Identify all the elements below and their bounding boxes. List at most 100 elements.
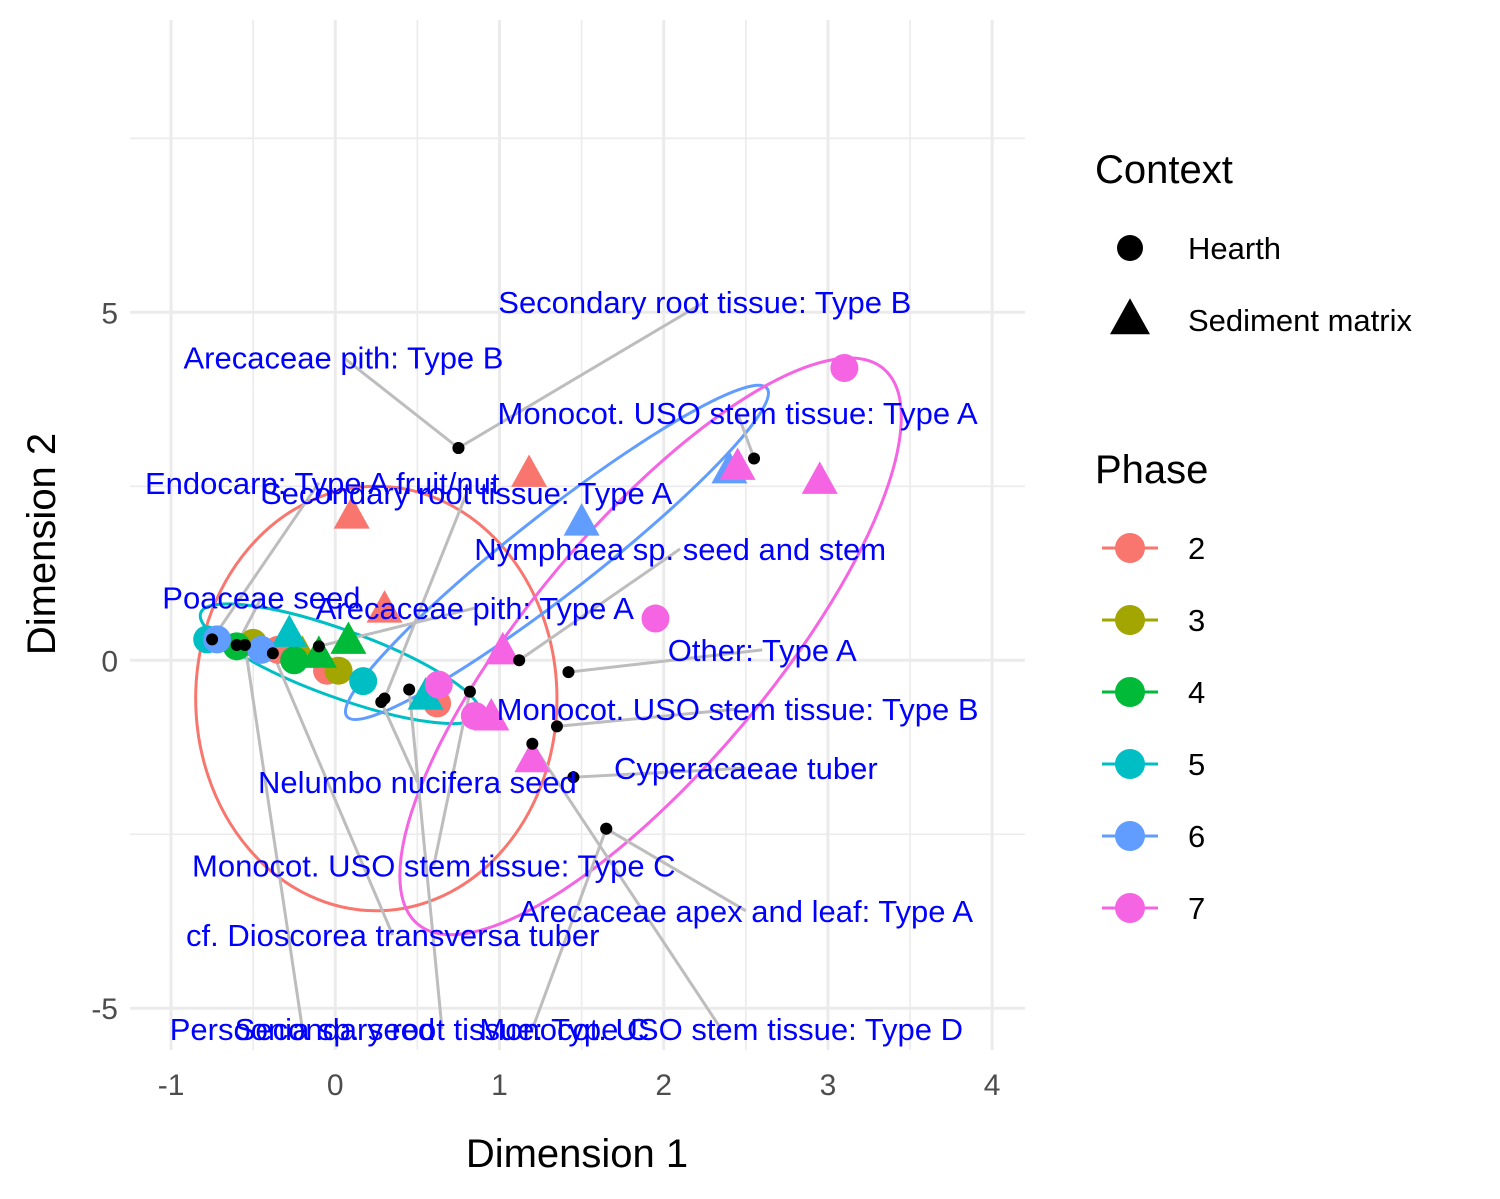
point-label: Secondary root tissue: Type B	[498, 285, 911, 320]
legend-key-circle	[1117, 235, 1143, 261]
point-label: Monocot. USO stem tissue: Type C	[192, 849, 676, 884]
point-phase-4-circle	[280, 646, 309, 675]
point-label: Monocot. USO stem tissue: Type D	[479, 1012, 963, 1047]
label-leader-lines	[210, 300, 763, 1030]
point-label: Secondary root tissue: Type A	[261, 476, 673, 511]
legend-key-circle	[1115, 821, 1145, 851]
x-tick-label: 2	[655, 1069, 672, 1102]
legend-key-triangle	[1110, 298, 1150, 335]
legend-label: 5	[1188, 747, 1205, 782]
point-phase-2-triangle	[333, 496, 370, 529]
ellipse-phase-2	[194, 484, 559, 913]
legend-key-circle	[1115, 677, 1145, 707]
leader-line	[556, 707, 738, 728]
legend-label: 2	[1188, 531, 1205, 566]
point-label: Secondary root tissue: Type C	[235, 1012, 650, 1047]
point-label: cf. Dioscorea transversa tuber	[186, 918, 600, 953]
labeled-point-marker	[567, 771, 580, 784]
point-label: Arecaceae apex and leaf: Type A	[519, 894, 974, 929]
labeled-point-marker	[403, 683, 416, 696]
labeled-point-marker	[375, 696, 388, 709]
labeled-point-marker	[463, 685, 476, 698]
legend-phase: Phase 2 3 4 5 6 7	[1095, 448, 1208, 926]
labeled-point-marker	[452, 442, 465, 455]
leader-line	[605, 827, 747, 913]
legend-context-title: Context	[1095, 148, 1233, 192]
labeled-point-marker	[312, 640, 325, 653]
labeled-point-markers	[206, 442, 761, 835]
ellipse-phase-7	[398, 356, 903, 937]
y-tick-label: 0	[101, 645, 118, 678]
y-tick-label: 5	[101, 297, 118, 330]
labeled-point-marker	[550, 720, 563, 733]
legend-phase-title: Phase	[1095, 448, 1208, 492]
x-tick-label: 3	[820, 1069, 837, 1102]
y-tick-label: -5	[91, 993, 118, 1026]
y-axis-title: Dimension 2	[20, 433, 64, 655]
labeled-point-marker	[526, 737, 539, 750]
x-tick-label: 4	[984, 1069, 1001, 1102]
point-phase-7-triangle	[801, 461, 838, 494]
labeled-point-marker	[513, 654, 526, 667]
leader-line	[342, 356, 460, 450]
leader-line	[383, 492, 469, 700]
point-phase-7-circle	[424, 670, 453, 699]
labeled-point-marker	[238, 638, 251, 651]
point-label: Nelumbo nucifera seed	[258, 765, 577, 800]
x-tick-label: 1	[491, 1069, 508, 1102]
point-label: Monocot. USO stem tissue: Type B	[497, 692, 979, 727]
legend-label: 7	[1188, 891, 1205, 926]
point-label: Arecaceae pith: Type B	[184, 341, 504, 376]
legend-label: 3	[1188, 603, 1205, 638]
point-label: Endocarp: Type A fruit/nut	[145, 466, 500, 501]
point-phase-7-circle	[641, 604, 670, 633]
labeled-point-marker	[206, 633, 219, 646]
leader-line	[243, 644, 304, 1030]
point-phase-7-triangle	[473, 698, 510, 731]
leader-line	[457, 300, 706, 450]
leader-line	[573, 766, 746, 779]
legend-key-circle	[1115, 893, 1145, 923]
point-phase-5-triangle	[271, 614, 308, 647]
axis-ticks: -1 0 1 2 3 4 -5 0 5	[91, 297, 1000, 1102]
legend-label: Hearth	[1188, 231, 1281, 266]
point-phase-4-triangle	[330, 621, 367, 654]
leader-line	[271, 652, 395, 936]
leader-line	[568, 648, 763, 674]
point-phase-2-triangle	[511, 454, 548, 487]
legend-context: Context Hearth Sediment matrix	[1095, 148, 1412, 338]
point-label: Cyperacaeae tuber	[614, 751, 878, 786]
legend-key-circle	[1115, 605, 1145, 635]
point-phase-5-triangle	[407, 677, 444, 710]
point-phase-7-triangle	[484, 631, 521, 665]
point-phase-7-circle	[830, 353, 859, 382]
labeled-point-marker	[600, 822, 613, 835]
leader-line	[531, 742, 723, 1030]
ellipse-phase-6	[343, 383, 770, 721]
labeled-point-marker	[562, 666, 575, 679]
legend-label: Sediment matrix	[1188, 303, 1412, 338]
x-tick-label: -1	[158, 1069, 185, 1102]
point-label: Persoonia sp. seed	[170, 1012, 435, 1047]
x-tick-label: 0	[327, 1069, 344, 1102]
labeled-point-marker	[230, 638, 243, 651]
point-phase-6-triangle	[563, 503, 600, 536]
leader-line	[210, 481, 321, 641]
labeled-point-marker	[266, 647, 279, 660]
point-phase-7-triangle	[514, 739, 551, 773]
point-label: Poaceae seed	[162, 581, 360, 616]
legend-key-circle	[1115, 749, 1145, 779]
leader-line	[379, 701, 419, 783]
point-phase-5-circle	[349, 667, 378, 696]
leader-line	[736, 412, 756, 459]
point-phase-7-triangle	[719, 447, 756, 480]
x-axis-title: Dimension 1	[466, 1132, 688, 1176]
point-labels: Secondary root tissue: Type B Arecaceae p…	[145, 285, 979, 1047]
leader-line	[407, 689, 444, 1030]
point-label: Monocot. USO stem tissue: Type A	[498, 396, 978, 431]
legend-label: 4	[1188, 675, 1205, 710]
point-label: Nymphaea sp. seed and stem	[474, 532, 886, 567]
legend-label: 6	[1188, 819, 1205, 854]
point-label: Other: Type A	[668, 633, 857, 668]
